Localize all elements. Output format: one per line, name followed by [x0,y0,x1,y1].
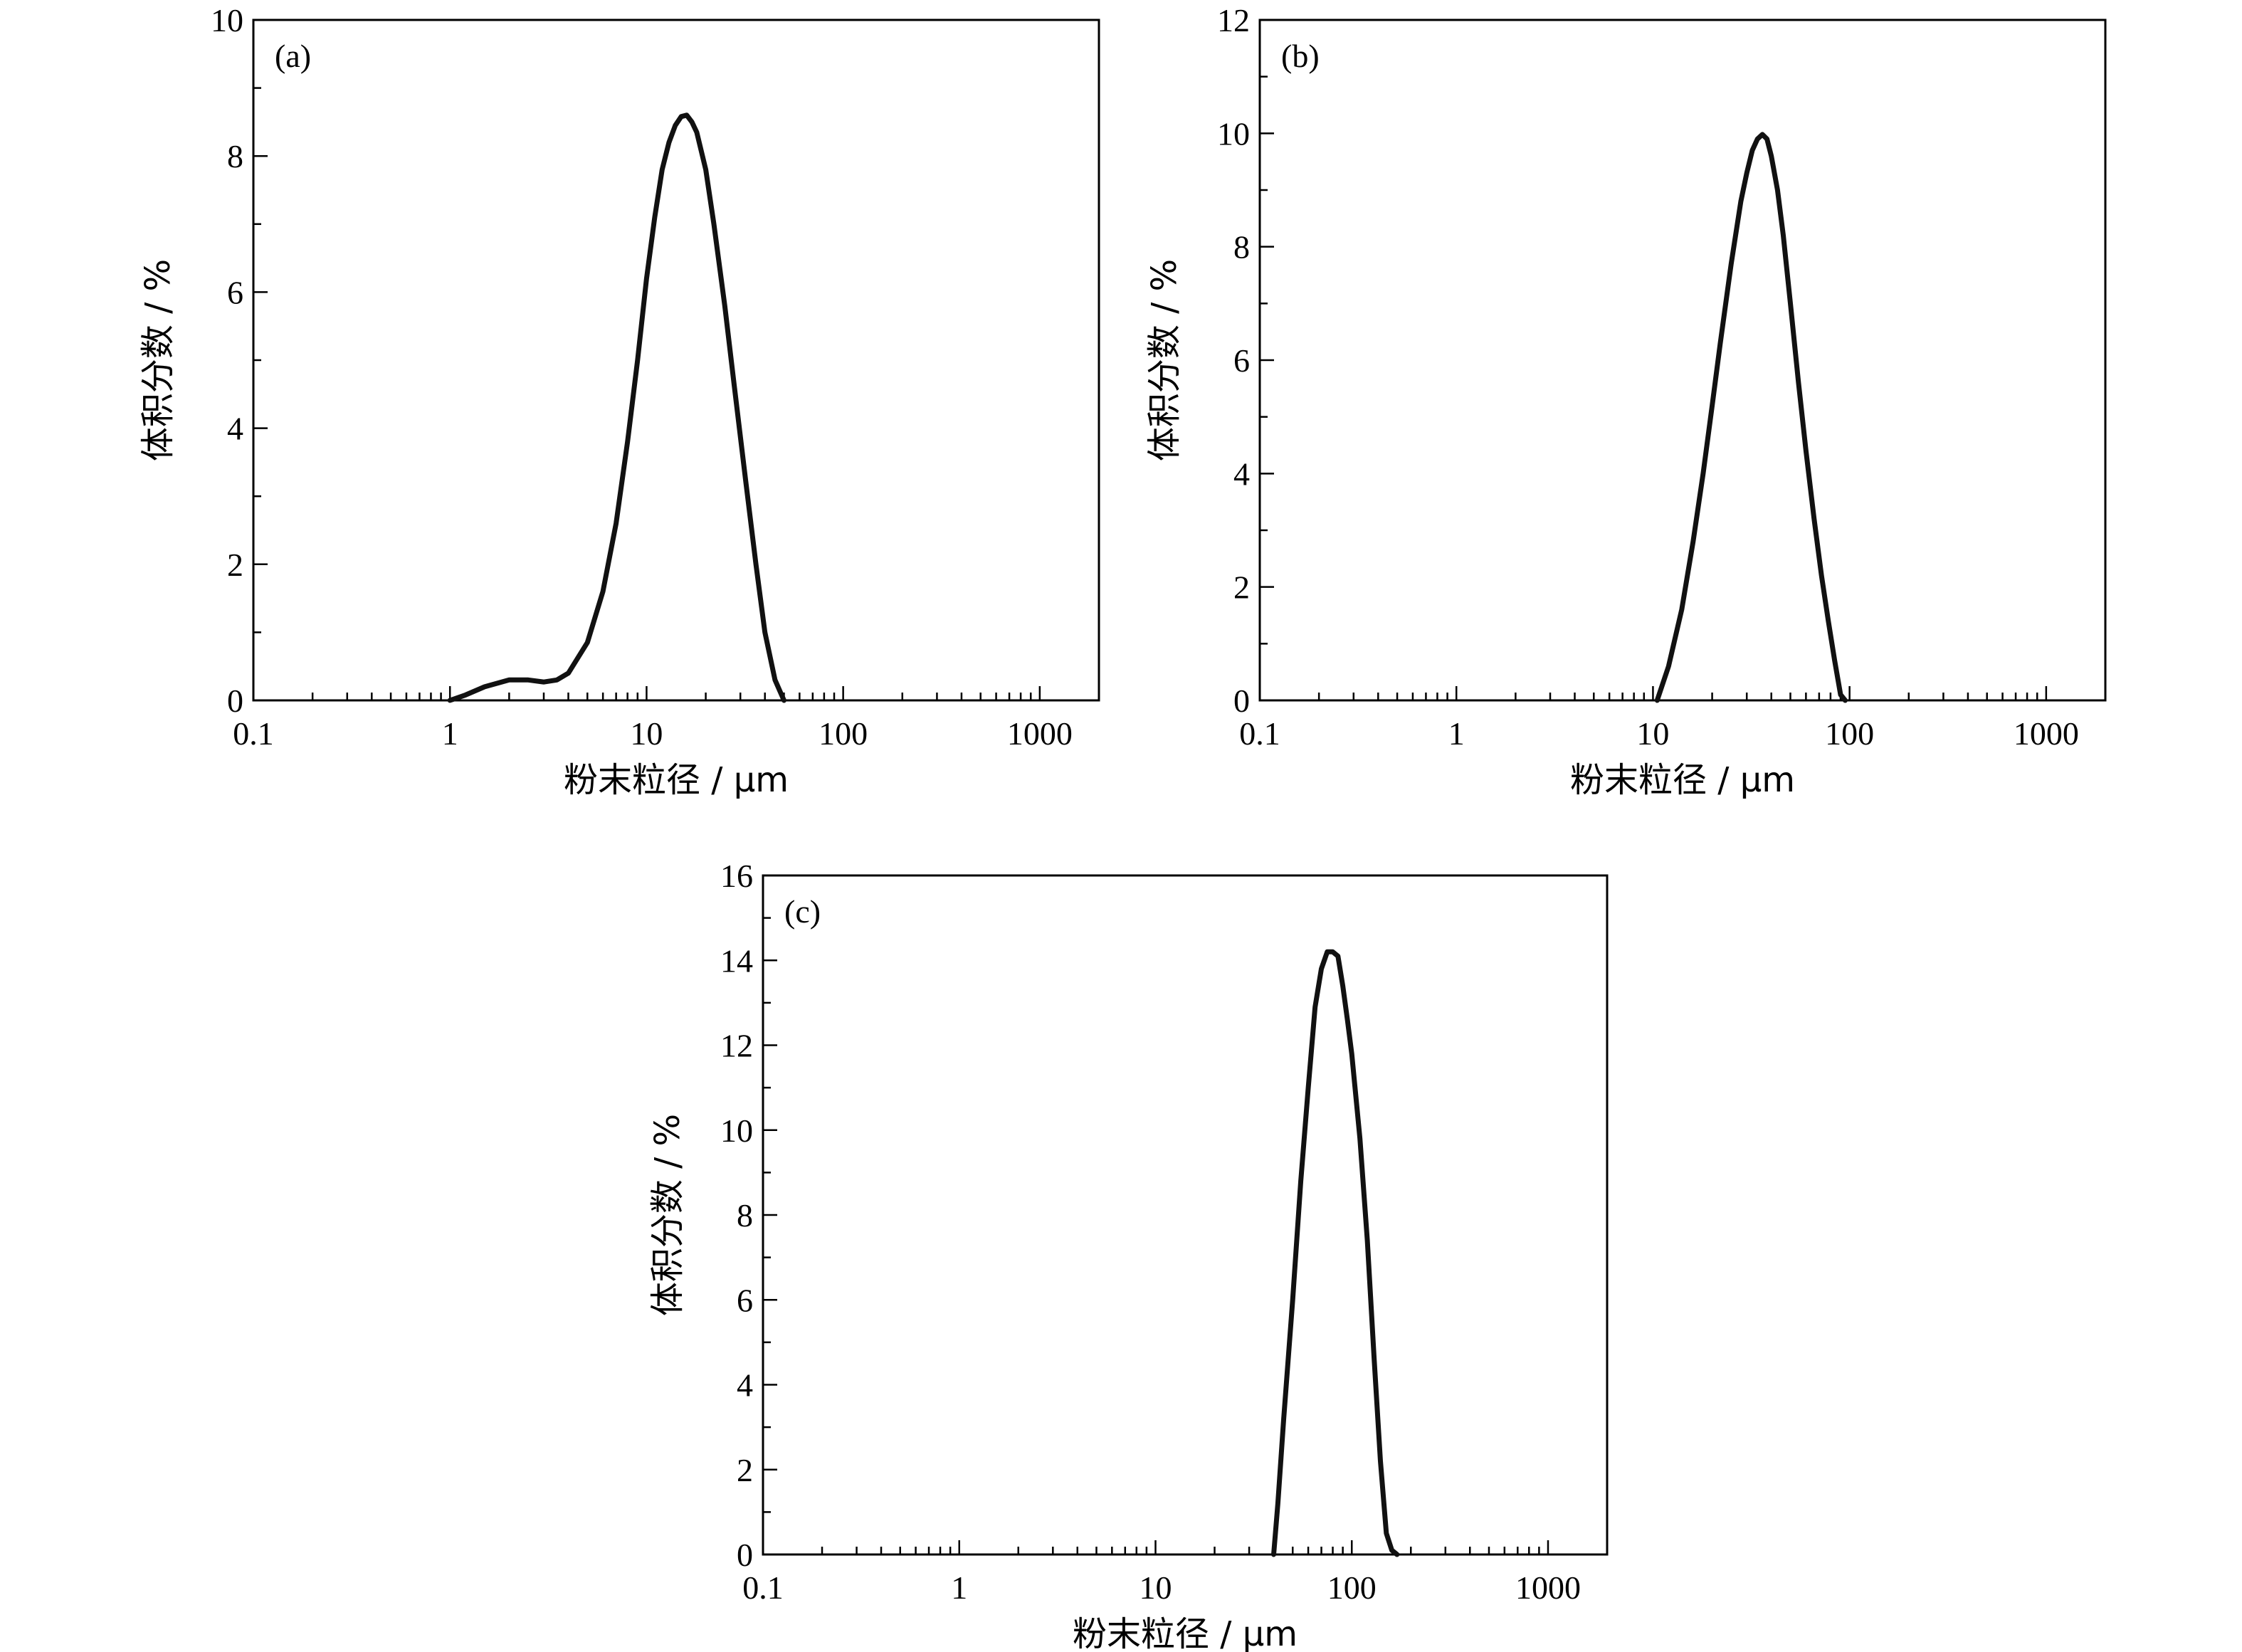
y-tick-label: 4 [227,411,243,447]
y-tick-label: 0 [227,683,243,719]
y-tick-label: 8 [227,138,243,174]
y-tick-label: 16 [720,858,753,894]
x-tick-label: 1 [442,715,458,752]
x-tick-label: 1000 [1007,715,1073,752]
x-tick-label: 1 [1448,715,1465,752]
x-tick-label: 10 [630,715,663,752]
y-tick-label: 14 [720,942,753,979]
y-tick-label: 4 [1233,456,1250,492]
x-axis-title: 粉末粒径 / μm [1073,1614,1298,1652]
y-tick-label: 2 [227,547,243,583]
y-tick-label: 6 [227,274,243,310]
y-axis-title: 体积分数 / % [1144,259,1184,461]
y-tick-label: 10 [211,2,243,38]
x-axis-title: 粉末粒径 / μm [1570,760,1795,800]
series-line-1 [447,112,786,703]
y-axis-title: 体积分数 / % [648,1114,688,1316]
y-tick-label: 2 [737,1452,753,1488]
y-tick-label: 2 [1233,569,1250,606]
x-tick-label: 1000 [2014,715,2079,752]
x-tick-label: 100 [819,715,868,752]
panel-label: (c) [784,893,821,930]
y-tick-label: 6 [737,1282,753,1318]
y-tick-label: 8 [737,1197,753,1233]
series-line-1 [1271,949,1400,1557]
y-tick-label: 12 [720,1028,753,1064]
x-tick-label: 0.1 [233,715,274,752]
y-tick-label: 0 [1233,683,1250,719]
y-tick-label: 6 [1233,342,1250,379]
chart-panel-2: 0.1 1 10 100 1000 0 2 4 6 8 10 12 粉末粒径 / μm 体积分数 / % (… [1144,2,2107,800]
y-tick-label: 0 [737,1537,753,1573]
y-tick-label: 4 [737,1367,753,1404]
plot-frame [762,874,1609,1556]
y-tick-label: 10 [1217,115,1250,152]
panel-label: (a) [275,38,311,74]
x-axis-title: 粉末粒径 / μm [564,760,789,800]
x-tick-label: 100 [1825,715,1874,752]
series-line-1 [1654,132,1848,703]
y-tick-label: 12 [1217,2,1250,38]
x-tick-label: 0.1 [1239,715,1280,752]
x-tick-label: 10 [1636,715,1669,752]
x-tick-label: 1 [951,1569,967,1606]
x-tick-label: 100 [1327,1569,1377,1606]
y-axis-title: 体积分数 / % [138,259,178,461]
y-tick-label: 10 [720,1112,753,1149]
panel-label: (b) [1281,38,1320,74]
chart-panel-3: 0.1 1 10 100 1000 0 2 4 6 8 10 12 14 16 粉末粒径 / μm 体积分数 … [648,858,1609,1652]
chart-panel-1: 0.1 1 10 100 1000 0 2 4 6 8 10 粉末粒径 / μm 体积分数 / % (a) [138,2,1100,800]
x-tick-label: 0.1 [742,1569,784,1606]
x-tick-label: 1000 [1515,1569,1581,1606]
x-tick-label: 10 [1139,1569,1172,1606]
y-tick-label: 8 [1233,229,1250,265]
